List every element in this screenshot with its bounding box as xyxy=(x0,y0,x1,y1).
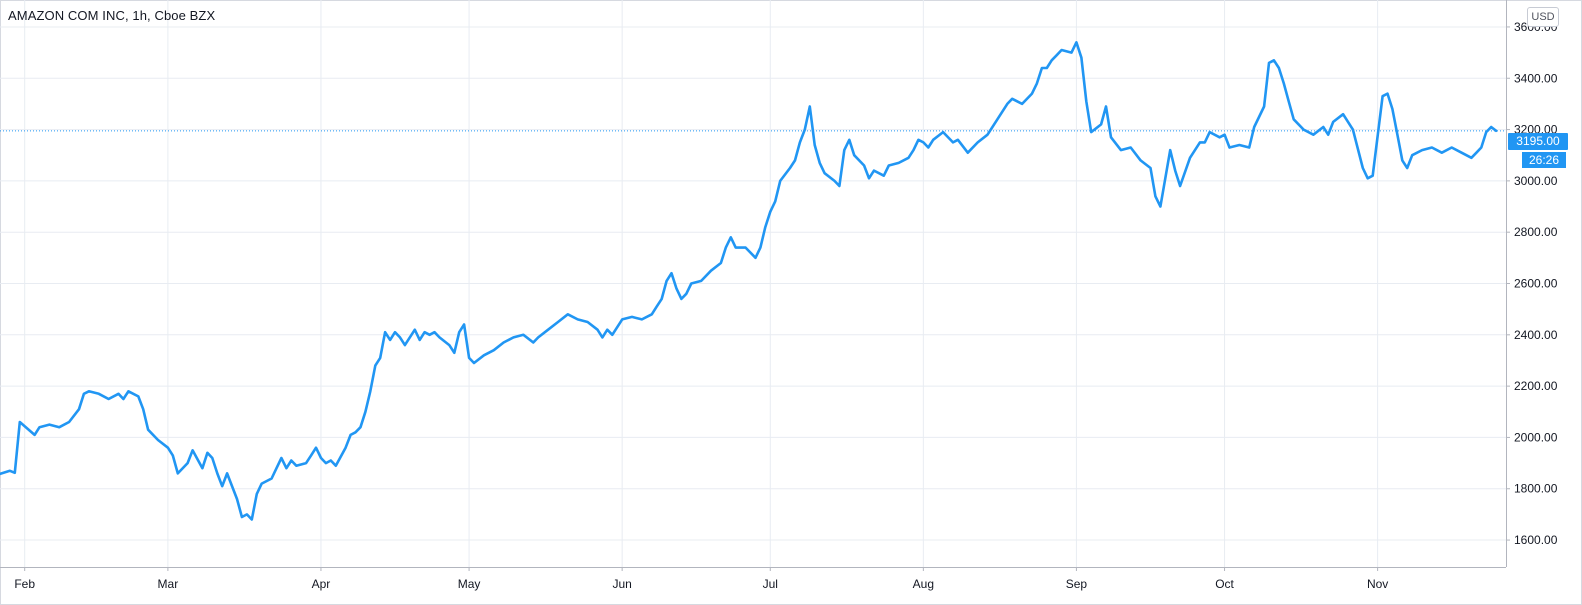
last-price-label: 3195.00 xyxy=(1508,133,1568,150)
y-tick-label: 2600.00 xyxy=(1514,277,1558,291)
series-layer xyxy=(0,41,1498,521)
grid-layer xyxy=(0,0,1506,567)
y-tick-label: 2800.00 xyxy=(1514,225,1558,239)
y-tick-label: 1800.00 xyxy=(1514,482,1558,496)
x-tick-label: Jul xyxy=(763,577,778,591)
chart-title: AMAZON COM INC, 1h, Cboe BZX xyxy=(8,8,216,23)
x-tick-label: May xyxy=(458,577,481,591)
x-tick-label: Oct xyxy=(1215,577,1234,591)
axis-layer: 1600.00 1800.00 2000.00 2200.00 2400.00 2600.… xyxy=(0,0,1558,591)
y-tick-label: 2200.00 xyxy=(1514,379,1558,393)
y-tick-label: 2000.00 xyxy=(1514,430,1558,444)
x-tick-label: Jun xyxy=(612,577,631,591)
y-tick-label: 2400.00 xyxy=(1514,328,1558,342)
x-tick-label: Nov xyxy=(1367,577,1388,591)
x-tick-label: Feb xyxy=(14,577,35,591)
x-tick-label: Apr xyxy=(312,577,331,591)
x-tick-label: Aug xyxy=(913,577,934,591)
price-series-line xyxy=(0,41,1498,521)
y-tick-label: 1600.00 xyxy=(1514,533,1558,547)
x-tick-label: Mar xyxy=(158,577,179,591)
y-tick-label: 3400.00 xyxy=(1514,71,1558,85)
y-tick-label: 3000.00 xyxy=(1514,174,1558,188)
currency-button[interactable]: USD xyxy=(1527,7,1559,27)
bar-countdown-label: 26:26 xyxy=(1522,152,1566,168)
x-tick-label: Sep xyxy=(1066,577,1088,591)
